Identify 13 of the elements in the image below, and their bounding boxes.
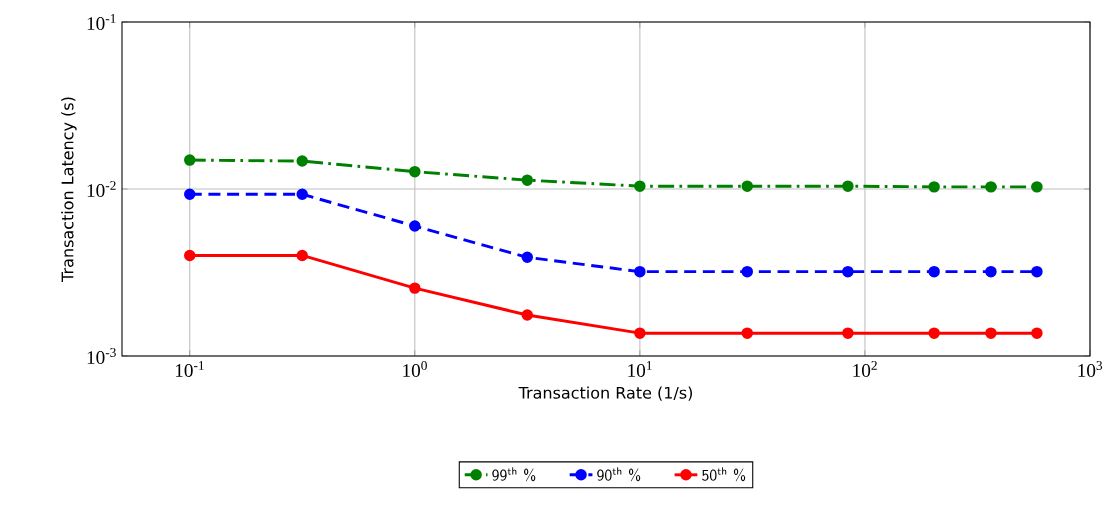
x-tick-label: 10$^{1}$	[628, 360, 652, 377]
x-tick-label: 10$^{0}$	[403, 360, 427, 378]
legend-label: 99$^{th}$ %	[492, 467, 536, 482]
legend-label: 90$^{th}$ %	[597, 467, 641, 482]
y-tick-label: 10$^{-2}$	[87, 181, 116, 197]
y-tick-label: 10$^{-1}$	[87, 14, 116, 30]
x-tick-label: 10$^{2}$	[853, 360, 877, 377]
x-axis-title: Transaction Rate (1/s)	[518, 386, 693, 401]
y-tick-label: 10$^{-3}$	[87, 348, 116, 364]
legend-label: 50$^{th}$ %	[702, 467, 746, 482]
y-axis-title: Transaction Latency (s)	[61, 97, 77, 282]
x-tick-label: 10$^{-1}$	[175, 360, 204, 377]
x-tick-label: 10$^{3}$	[1078, 360, 1103, 377]
